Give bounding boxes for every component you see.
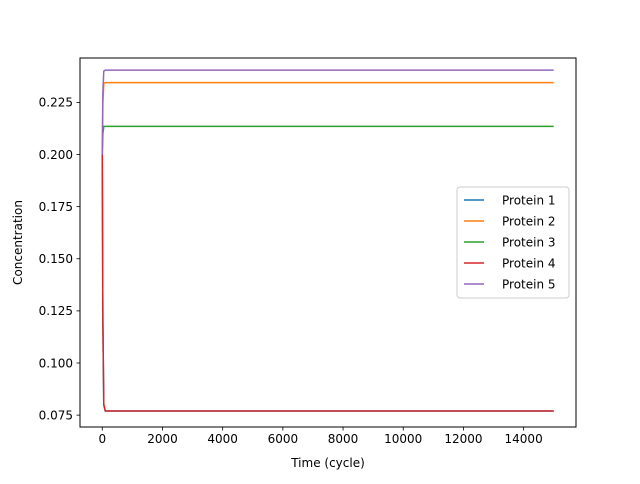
x-tick-label: 6000 [268, 432, 299, 446]
series-line-3 [101, 125, 554, 155]
x-tick-label: 2000 [147, 432, 178, 446]
legend-label: Protein 3 [502, 235, 556, 249]
legend-label: Protein 4 [502, 256, 556, 270]
y-tick-label: 0.150 [39, 252, 73, 266]
legend-label: Protein 2 [502, 214, 556, 228]
x-axis: 0 2000 4000 6000 8000 10000 12000 14000 [98, 427, 543, 446]
y-tick-label: 0.200 [39, 148, 73, 162]
y-tick-label: 0.225 [39, 96, 73, 110]
legend: Protein 1 Protein 2 Protein 3 Protein 4 Prot… [456, 186, 570, 299]
x-axis-label: Time (cycle) [290, 456, 365, 470]
legend-label: Protein 5 [502, 277, 556, 291]
y-axis-label: Concentration [11, 200, 25, 285]
series-line-5 [101, 69, 554, 155]
legend-label: Protein 1 [502, 193, 556, 207]
y-tick-label: 0.175 [39, 200, 73, 214]
x-tick-label: 8000 [328, 432, 359, 446]
series-line-2 [101, 81, 554, 155]
x-tick-label: 12000 [444, 432, 482, 446]
plot-lines [101, 69, 554, 412]
x-tick-label: 4000 [207, 432, 238, 446]
y-axis: 0.075 0.100 0.125 0.150 0.175 0.200 0.225 [39, 96, 80, 422]
plot-frame [79, 57, 577, 428]
x-tick-label: 0 [98, 432, 106, 446]
x-tick-label: 14000 [505, 432, 543, 446]
x-tick-label: 10000 [384, 432, 422, 446]
series-line-4 [101, 154, 554, 412]
y-tick-label: 0.100 [39, 356, 73, 370]
y-tick-label: 0.075 [39, 408, 73, 422]
y-tick-label: 0.125 [39, 304, 73, 318]
legend-box [456, 186, 570, 299]
